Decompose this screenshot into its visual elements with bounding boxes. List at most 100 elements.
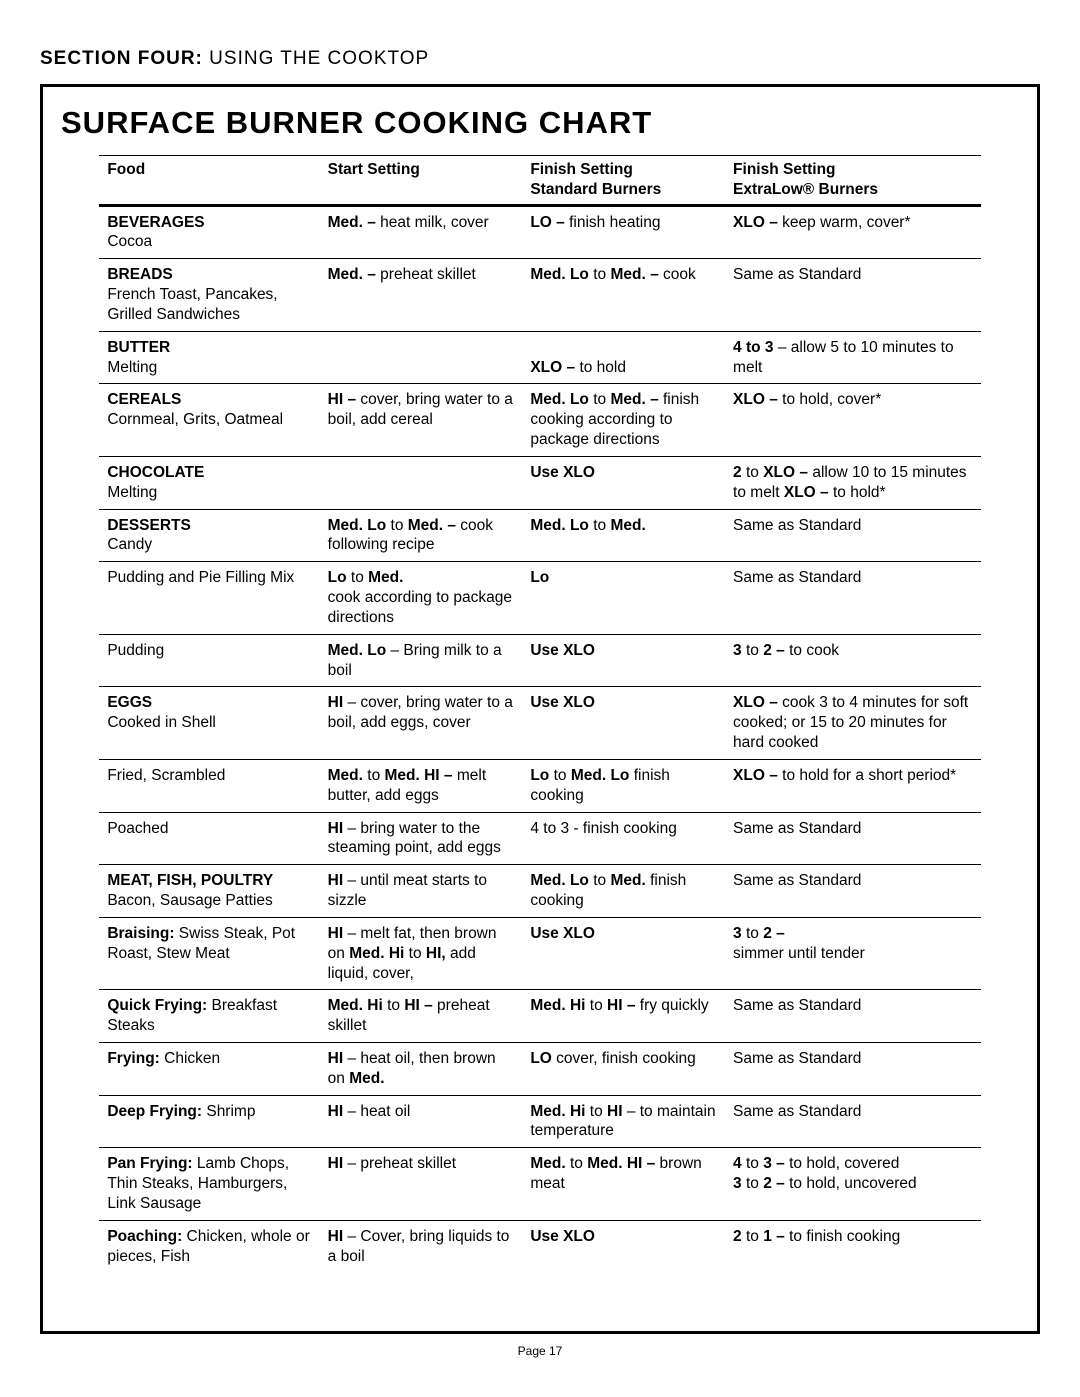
table-row: Braising: Swiss Steak, Pot Roast, Stew M… xyxy=(99,917,980,989)
table-cell: Med. Lo to Med. – cook following recipe xyxy=(320,509,523,562)
table-cell: XLO – to hold xyxy=(522,331,725,384)
table-cell: Med. to Med. HI – melt butter, add eggs xyxy=(320,759,523,812)
table-row: BEVERAGESCocoaMed. – heat milk, coverLO … xyxy=(99,205,980,259)
table-cell: Med. Lo to Med. xyxy=(522,509,725,562)
table-cell: Med. Lo to Med. – finish cooking accordi… xyxy=(522,384,725,456)
table-cell: Same as Standard xyxy=(725,812,981,865)
table-cell: Same as Standard xyxy=(725,865,981,918)
header-finish-standard: Finish Setting Standard Burners xyxy=(522,156,725,206)
table-cell: Use XLO xyxy=(522,1220,725,1272)
header-food: Food xyxy=(99,156,319,206)
table-cell: HI – heat oil, then brown on Med. xyxy=(320,1042,523,1095)
table-cell: HI – bring water to the steaming point, … xyxy=(320,812,523,865)
table-cell: Frying: Chicken xyxy=(99,1042,319,1095)
table-cell: Med. – preheat skillet xyxy=(320,259,523,331)
table-row: Poaching: Chicken, whole or pieces, Fish… xyxy=(99,1220,980,1272)
table-cell: Deep Frying: Shrimp xyxy=(99,1095,319,1148)
table-cell: Braising: Swiss Steak, Pot Roast, Stew M… xyxy=(99,917,319,989)
table-cell: Med. – heat milk, cover xyxy=(320,205,523,259)
table-cell: HI – until meat starts to sizzle xyxy=(320,865,523,918)
table-cell: 3 to 2 – to cook xyxy=(725,634,981,687)
table-cell: Pudding and Pie Filling Mix xyxy=(99,562,319,634)
table-cell xyxy=(320,456,523,509)
table-cell: Med. Lo to Med. – cook xyxy=(522,259,725,331)
table-cell: LO cover, finish cooking xyxy=(522,1042,725,1095)
table-cell: 4 to 3 – allow 5 to 10 minutes to melt xyxy=(725,331,981,384)
table-row: Quick Frying: Breakfast SteaksMed. Hi to… xyxy=(99,990,980,1043)
table-cell: Use XLO xyxy=(522,917,725,989)
table-row: Pan Frying: Lamb Chops, Thin Steaks, Ham… xyxy=(99,1148,980,1220)
table-cell: MEAT, FISH, POULTRYBacon, Sausage Pattie… xyxy=(99,865,319,918)
table-cell: HI – preheat skillet xyxy=(320,1148,523,1220)
table-cell: 3 to 2 –simmer until tender xyxy=(725,917,981,989)
table-row: PuddingMed. Lo – Bring milk to a boilUse… xyxy=(99,634,980,687)
table-row: Fried, ScrambledMed. to Med. HI – melt b… xyxy=(99,759,980,812)
table-row: Frying: ChickenHI – heat oil, then brown… xyxy=(99,1042,980,1095)
table-cell: Same as Standard xyxy=(725,1042,981,1095)
table-row: CHOCOLATEMeltingUse XLO2 to XLO – allow … xyxy=(99,456,980,509)
table-cell: Same as Standard xyxy=(725,1095,981,1148)
cooking-chart-table: Food Start Setting Finish Setting Standa… xyxy=(99,155,980,1272)
table-cell: Same as Standard xyxy=(725,259,981,331)
table-cell: Med. Lo – Bring milk to a boil xyxy=(320,634,523,687)
table-cell: XLO – to hold for a short period* xyxy=(725,759,981,812)
page-number: Page 17 xyxy=(40,1344,1040,1358)
table-row: PoachedHI – bring water to the steaming … xyxy=(99,812,980,865)
table-cell: Lo to Med.cook according to package dire… xyxy=(320,562,523,634)
table-cell: EGGSCooked in Shell xyxy=(99,687,319,759)
table-cell: BEVERAGESCocoa xyxy=(99,205,319,259)
section-header-rest: USING THE COOKTOP xyxy=(203,48,429,69)
table-cell: CHOCOLATEMelting xyxy=(99,456,319,509)
table-cell: Same as Standard xyxy=(725,509,981,562)
table-cell: XLO – cook 3 to 4 minutes for soft cooke… xyxy=(725,687,981,759)
table-cell: HI – heat oil xyxy=(320,1095,523,1148)
table-cell: Fried, Scrambled xyxy=(99,759,319,812)
table-body: BEVERAGESCocoaMed. – heat milk, cover LO … xyxy=(99,205,980,1272)
table-cell: 4 to 3 – to hold, covered3 to 2 – to hol… xyxy=(725,1148,981,1220)
table-cell: BREADSFrench Toast, Pancakes, Grilled Sa… xyxy=(99,259,319,331)
table-cell xyxy=(320,331,523,384)
table-cell: Use XLO xyxy=(522,687,725,759)
table-cell: Use XLO xyxy=(522,456,725,509)
table-cell: Lo to Med. Lo finish cooking xyxy=(522,759,725,812)
header-finish-xlo: Finish Setting ExtraLow® Burners xyxy=(725,156,981,206)
table-cell: Med. Lo to Med. finish cooking xyxy=(522,865,725,918)
table-cell: HI – Cover, bring liquids to a boil xyxy=(320,1220,523,1272)
table-cell: XLO – to hold, cover* xyxy=(725,384,981,456)
table-cell: Med. to Med. HI – brown meat xyxy=(522,1148,725,1220)
table-row: CEREALSCornmeal, Grits, OatmealHI – cove… xyxy=(99,384,980,456)
table-cell: BUTTERMelting xyxy=(99,331,319,384)
table-cell: 4 to 3 - finish cooking xyxy=(522,812,725,865)
table-row: MEAT, FISH, POULTRYBacon, Sausage Pattie… xyxy=(99,865,980,918)
table-cell: Same as Standard xyxy=(725,562,981,634)
table-header-row: Food Start Setting Finish Setting Standa… xyxy=(99,156,980,206)
section-header: SECTION FOUR: USING THE COOKTOP xyxy=(40,48,1040,70)
table-cell: Med. Hi to HI – preheat skillet xyxy=(320,990,523,1043)
header-start: Start Setting xyxy=(320,156,523,206)
table-cell: Pudding xyxy=(99,634,319,687)
section-header-bold: SECTION FOUR: xyxy=(40,48,203,69)
table-cell: Quick Frying: Breakfast Steaks xyxy=(99,990,319,1043)
table-cell: Med. Hi to HI – to maintain temperature xyxy=(522,1095,725,1148)
table-cell: Poaching: Chicken, whole or pieces, Fish xyxy=(99,1220,319,1272)
table-cell: Med. Hi to HI – fry quickly xyxy=(522,990,725,1043)
table-cell: Pan Frying: Lamb Chops, Thin Steaks, Ham… xyxy=(99,1148,319,1220)
table-row: DESSERTSCandyMed. Lo to Med. – cook foll… xyxy=(99,509,980,562)
table-cell: HI – melt fat, then brown on Med. Hi to … xyxy=(320,917,523,989)
table-cell: Use XLO xyxy=(522,634,725,687)
table-cell: Same as Standard xyxy=(725,990,981,1043)
chart-title: SURFACE BURNER COOKING CHART xyxy=(61,105,1019,141)
table-row: Deep Frying: ShrimpHI – heat oilMed. Hi … xyxy=(99,1095,980,1148)
table-row: EGGSCooked in ShellHI – cover, bring wat… xyxy=(99,687,980,759)
table-cell: CEREALSCornmeal, Grits, Oatmeal xyxy=(99,384,319,456)
table-row: BREADSFrench Toast, Pancakes, Grilled Sa… xyxy=(99,259,980,331)
table-row: BUTTERMelting XLO – to hold4 to 3 – allow… xyxy=(99,331,980,384)
table-cell: XLO – keep warm, cover* xyxy=(725,205,981,259)
table-cell: HI – cover, bring water to a boil, add c… xyxy=(320,384,523,456)
table-cell: DESSERTSCandy xyxy=(99,509,319,562)
table-cell: 2 to 1 – to finish cooking xyxy=(725,1220,981,1272)
chart-box: SURFACE BURNER COOKING CHART Food Start … xyxy=(40,84,1040,1334)
table-row: Pudding and Pie Filling MixLo to Med.coo… xyxy=(99,562,980,634)
table-cell: Poached xyxy=(99,812,319,865)
table-cell: Lo xyxy=(522,562,725,634)
